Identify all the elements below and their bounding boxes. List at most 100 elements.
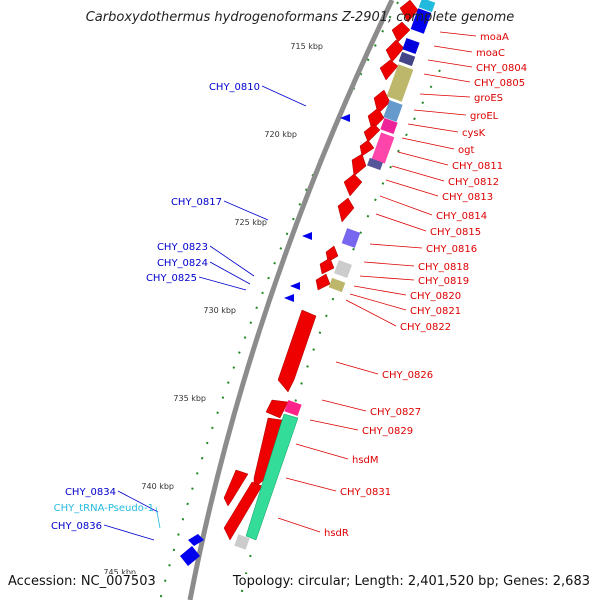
gene-ogt-box[interactable] (371, 132, 395, 164)
gene-0827-box[interactable] (284, 399, 302, 417)
leader-line (261, 85, 307, 107)
gene-label[interactable]: moaA (480, 32, 509, 43)
leader-line (295, 443, 349, 460)
gene-label[interactable]: hsdM (352, 455, 379, 466)
gene-label[interactable]: CHY_0821 (410, 306, 461, 317)
gene-top-box-2[interactable] (418, 0, 436, 13)
leader-line (407, 123, 459, 133)
gene-label[interactable]: CHY_0820 (410, 291, 461, 302)
leader-line (363, 261, 415, 267)
reverse-gene-labels: CHY_0810 CHY_0817 CHY_0823 CHY_0824 CHY_0825… (51, 82, 260, 532)
gene-label[interactable]: CHY_0834 (65, 487, 116, 498)
gene-0818-box[interactable] (334, 260, 352, 278)
leader-line (375, 213, 427, 232)
gene-label[interactable]: CHY_0810 (209, 82, 260, 93)
gene-label[interactable]: CHY_0813 (442, 192, 493, 203)
gene-0836-arrow[interactable] (180, 546, 200, 566)
gene-label[interactable]: CHY_0814 (436, 211, 487, 222)
gene-moaC-arrow[interactable] (391, 21, 411, 43)
gene-label[interactable]: CHY_0831 (340, 487, 391, 498)
leader-line (401, 137, 455, 150)
forward-gene-labels: moaA moaC CHY_0804 CHY_0805 groES groEL cysK og… (324, 32, 527, 539)
leader-line (223, 200, 269, 221)
gene-label[interactable]: CHY_0818 (418, 262, 469, 273)
gene-0826-arrow[interactable] (277, 309, 317, 393)
gene-cysK-arrow[interactable] (363, 123, 381, 143)
gene-label[interactable]: CHY_0827 (370, 407, 421, 418)
leader-line (345, 299, 397, 327)
leader-line (419, 93, 471, 98)
tick-label: 740 kbp (141, 482, 174, 491)
gene-top-box-1[interactable] (410, 8, 432, 34)
accession-text: Accession: NC_007503 (8, 574, 156, 589)
tick-labels: 715 kbp 720 kbp 725 kbp 730 kbp 735 kbp 740 k… (103, 42, 323, 577)
leader-line (397, 151, 449, 166)
gene-0818-arrow[interactable] (319, 257, 335, 275)
tick-label: 725 kbp (234, 218, 267, 227)
gene-0823-arrow[interactable] (290, 282, 300, 290)
gene-0829-arrow[interactable] (253, 417, 283, 489)
gene-hsdM-arrow[interactable] (223, 481, 263, 541)
gene-features (180, 0, 436, 566)
gene-0815-arrow[interactable] (325, 245, 339, 263)
gene-0812-box[interactable] (367, 157, 383, 171)
gene-label[interactable]: CHY_0817 (171, 197, 222, 208)
gene-groES-box[interactable] (386, 64, 414, 102)
gene-label[interactable]: CHY_0826 (382, 370, 433, 381)
gene-0820-box[interactable] (328, 277, 346, 293)
gene-label[interactable]: hsdR (324, 528, 349, 539)
leader-line (349, 293, 407, 311)
leader-line (423, 73, 471, 83)
topology-text: Topology: circular; Length: 2,401,520 bp… (232, 574, 590, 589)
gene-label[interactable]: groES (474, 93, 503, 104)
gene-0804-box[interactable] (402, 37, 420, 55)
gene-hsdR-block[interactable] (245, 413, 299, 541)
leader-line (209, 245, 255, 277)
gene-0834-box[interactable] (234, 534, 250, 550)
gene-0805-box[interactable] (398, 51, 416, 67)
tick-label: 720 kbp (264, 130, 297, 139)
gene-label[interactable]: CHY_0823 (157, 242, 208, 253)
gene-label[interactable]: CHY_tRNA-Pseudo-1 (54, 503, 154, 514)
gene-0812-arrow[interactable] (343, 173, 363, 197)
gene-label[interactable]: CHY_0824 (157, 258, 208, 269)
gene-0817-arrow[interactable] (302, 232, 312, 240)
leader-line (379, 195, 433, 216)
gene-label[interactable]: CHY_0805 (474, 78, 525, 89)
leader-line (433, 45, 473, 53)
gene-0819-arrow[interactable] (315, 273, 331, 291)
gene-label[interactable]: CHY_0812 (448, 177, 499, 188)
gene-0827-arrow[interactable] (265, 399, 289, 419)
gene-label[interactable]: groEL (470, 111, 499, 122)
gene-0816-box[interactable] (341, 228, 361, 248)
gene-0813-arrow[interactable] (337, 197, 355, 223)
gene-label[interactable]: CHY_0819 (418, 276, 469, 287)
gene-groEL-arrow[interactable] (367, 107, 385, 131)
gene-label[interactable]: CHY_0822 (400, 322, 451, 333)
gene-label[interactable]: moaC (476, 48, 505, 59)
outer-dotted-ring (159, 1, 399, 600)
gene-label[interactable]: CHY_0836 (51, 521, 102, 532)
gene-groEL-box[interactable] (383, 100, 403, 122)
gene-label[interactable]: CHY_0816 (426, 244, 477, 255)
gene-label[interactable]: CHY_0829 (362, 426, 413, 437)
gene-label[interactable]: CHY_0825 (146, 273, 197, 284)
gene-label[interactable]: CHY_0811 (452, 161, 503, 172)
gene-label[interactable]: CHY_0815 (430, 227, 481, 238)
gene-0810-arrow[interactable] (340, 114, 350, 122)
leader-line (413, 109, 467, 116)
gene-0811-arrow[interactable] (351, 153, 367, 177)
gene-cysK-box[interactable] (380, 117, 398, 135)
leader-line (439, 31, 477, 37)
gene-0831-arrow[interactable] (223, 469, 249, 507)
leader-line (277, 517, 321, 533)
gene-ogt-arrow[interactable] (359, 139, 375, 157)
gene-label[interactable]: cysK (462, 128, 486, 139)
gene-label[interactable]: ogt (458, 145, 474, 156)
tick-label: 730 kbp (203, 306, 236, 315)
gene-0825-arrow[interactable] (284, 294, 294, 302)
gene-0834-arrow[interactable] (188, 534, 204, 546)
gene-label[interactable]: CHY_0804 (476, 63, 527, 74)
leader-line (103, 524, 155, 541)
